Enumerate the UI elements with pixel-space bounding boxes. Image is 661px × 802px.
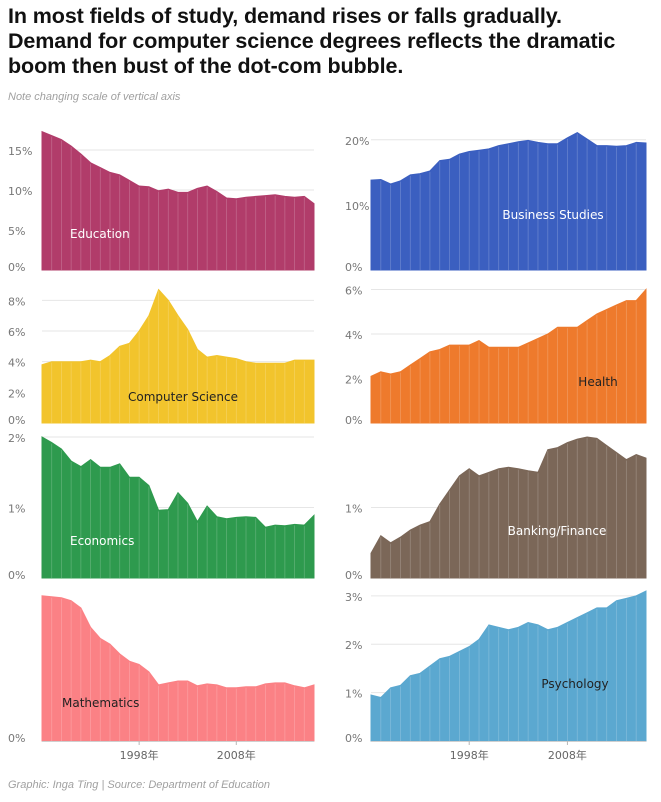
health-area xyxy=(370,288,647,424)
panel-business-studies: 0% 10% 20% Business Studies xyxy=(345,132,647,274)
business-studies-label: Business Studies xyxy=(502,208,603,222)
psychology-ytick-label: 2% xyxy=(345,639,362,652)
education-ytick-label: 15% xyxy=(8,145,32,158)
panel-mathematics: 0% Mathematics xyxy=(8,595,315,745)
x-tick-label: 1998年 xyxy=(120,748,159,762)
panel-computer-science: 0% 2% 4% 6% 8% Computer Science xyxy=(8,288,315,427)
mathematics-ytick-label: 0% xyxy=(8,732,25,745)
business-studies-ytick-label: 20% xyxy=(345,135,369,148)
economics-label: Economics xyxy=(70,534,134,548)
banking-finance-area xyxy=(370,436,647,579)
business-studies-ytick-label: 10% xyxy=(345,200,369,213)
health-label: Health xyxy=(578,375,617,389)
health-ytick-label: 6% xyxy=(345,284,362,297)
health-ytick-label: 2% xyxy=(345,373,362,386)
economics-ytick-label: 2% xyxy=(8,432,25,445)
computer-science-ytick-label: 8% xyxy=(8,295,25,308)
psychology-area xyxy=(370,590,647,742)
health-ytick-label: 4% xyxy=(345,329,362,342)
economics-area xyxy=(41,436,315,579)
panel-economics: 0% 1% 2% Economics xyxy=(8,432,315,582)
mathematics-area xyxy=(41,595,315,742)
economics-ytick-label: 0% xyxy=(8,569,25,582)
computer-science-label: Computer Science xyxy=(128,390,238,404)
economics-ytick-label: 1% xyxy=(8,503,25,516)
panel-banking-finance: 0% 1% Banking/Finance xyxy=(345,436,647,582)
banking-finance-label: Banking/Finance xyxy=(508,524,607,538)
education-ytick-label: 0% xyxy=(8,261,25,274)
computer-science-ytick-label: 2% xyxy=(8,387,25,400)
panel-health: 0% 2% 4% 6% Health xyxy=(345,284,647,427)
panel-psychology: 0% 1% 2% 3% Psychology xyxy=(345,590,647,745)
computer-science-area xyxy=(41,288,315,424)
business-studies-ytick-label: 0% xyxy=(345,261,362,274)
psychology-ytick-label: 1% xyxy=(345,688,362,701)
panel-education: 0% 5% 10% 15% Education xyxy=(8,130,315,274)
business-studies-area xyxy=(370,132,647,271)
x-tick-label: 2008年 xyxy=(217,748,256,762)
x-tick-label: 1998年 xyxy=(450,748,489,762)
education-ytick-label: 5% xyxy=(8,225,25,238)
chart-title: In most fields of study, demand rises or… xyxy=(8,4,658,79)
education-area xyxy=(41,130,315,271)
computer-science-ytick-label: 0% xyxy=(8,414,25,427)
health-ytick-label: 0% xyxy=(345,414,362,427)
title-line-3: boom then bust of the dot-com bubble. xyxy=(8,54,404,78)
psychology-ytick-label: 3% xyxy=(345,591,362,604)
education-label: Education xyxy=(70,227,130,241)
chart-subtitle: Note changing scale of vertical axis xyxy=(8,91,181,103)
banking-finance-ytick-label: 0% xyxy=(345,569,362,582)
computer-science-ytick-label: 6% xyxy=(8,326,25,339)
mathematics-label: Mathematics xyxy=(62,696,139,710)
title-line-2: Demand for computer science degrees refl… xyxy=(8,29,616,53)
education-ytick-label: 10% xyxy=(8,185,32,198)
source-credit: Graphic: Inga Ting | Source: Department … xyxy=(8,779,271,791)
banking-finance-ytick-label: 1% xyxy=(345,503,362,516)
psychology-label: Psychology xyxy=(541,677,608,691)
x-tick-label: 2008年 xyxy=(548,748,587,762)
psychology-ytick-label: 0% xyxy=(345,732,362,745)
computer-science-ytick-label: 4% xyxy=(8,357,25,370)
title-line-1: In most fields of study, demand rises or… xyxy=(8,4,562,28)
